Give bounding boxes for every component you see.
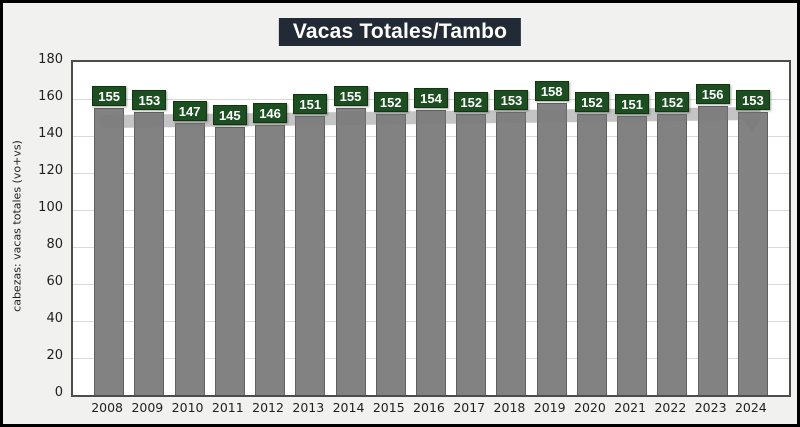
bar (134, 112, 165, 395)
x-tick-label: 2023 (694, 400, 727, 415)
bar-value-label: 152 (655, 92, 690, 112)
bar (617, 116, 648, 395)
x-tick-label: 2022 (654, 400, 687, 415)
bar (174, 123, 205, 395)
plot-area: 155 153 147 145 146 151 155 152 154 152 153 158 152 1… (71, 60, 791, 397)
bar-value-label: 147 (172, 101, 207, 121)
bar (456, 114, 487, 395)
bar-value-label: 152 (574, 92, 609, 112)
bar-value-label: 151 (615, 94, 650, 114)
x-tick-label: 2024 (734, 400, 767, 415)
y-tick-label: 160 (38, 89, 63, 104)
bar-value-label: 158 (534, 81, 569, 101)
bar-value-label: 152 (454, 92, 489, 112)
bar-column-2020: 152 (572, 62, 612, 395)
bar (214, 127, 245, 395)
y-tick-label: 0 (54, 385, 63, 400)
bar (94, 108, 125, 395)
bar-column-2015: 152 (371, 62, 411, 395)
x-tick-label: 2013 (292, 400, 325, 415)
trend-band-tail-icon (743, 118, 761, 132)
y-tick-label: 100 (38, 200, 63, 215)
y-axis-title: cabezas: vacas totales (vo+vs) (10, 140, 24, 312)
x-tick-label: 2016 (413, 400, 445, 415)
x-tick-label: 2018 (493, 400, 526, 415)
bar-column-2023: 156 (693, 62, 733, 395)
bar (697, 106, 728, 395)
bar-column-2017: 152 (451, 62, 491, 395)
bar (576, 114, 607, 395)
bar-column-2024: 153 (733, 62, 773, 395)
y-tick-label: 20 (46, 348, 63, 363)
bar-column-2021: 151 (612, 62, 652, 395)
x-tick-label: 2021 (614, 400, 647, 415)
bar-value-label: 156 (695, 84, 730, 104)
x-tick-label: 2017 (453, 400, 486, 415)
chart-title: Vacas Totales/Tambo (278, 18, 522, 46)
bar-value-label: 153 (132, 90, 167, 110)
bar (255, 125, 286, 395)
x-tick-label: 2009 (131, 400, 164, 415)
bar-column-2010: 147 (169, 62, 209, 395)
bar-value-label: 155 (92, 86, 127, 106)
bar-value-label: 153 (494, 90, 529, 110)
bar (737, 112, 768, 395)
y-tick-label: 80 (46, 237, 63, 252)
bar (295, 116, 326, 395)
y-tick-label: 120 (38, 163, 63, 178)
y-axis-tick-labels: 180 160 140 120 100 80 60 40 20 0 (3, 3, 63, 424)
bar (335, 108, 366, 395)
x-tick-label: 2010 (171, 400, 204, 415)
x-tick-label: 2014 (332, 400, 365, 415)
bar (496, 112, 527, 395)
bar-value-label: 152 (373, 92, 408, 112)
bar-column-2008: 155 (89, 62, 129, 395)
y-tick-label: 60 (46, 274, 63, 289)
bar (375, 114, 406, 395)
bar-value-label: 146 (253, 103, 288, 123)
x-axis-tick-labels: 2008 2009 2010 2011 2012 2013 2014 2015 2016 2017… (71, 398, 787, 418)
bar-column-2011: 145 (210, 62, 250, 395)
bar-value-label: 151 (293, 94, 328, 114)
bar (657, 114, 688, 395)
x-tick-label: 2012 (252, 400, 284, 415)
x-tick-label: 2008 (91, 400, 124, 415)
bars-row: 155 153 147 145 146 151 155 152 154 152 153 158 152 1… (73, 62, 789, 395)
x-tick-label: 2019 (533, 400, 566, 415)
bar-column-2013: 151 (290, 62, 330, 395)
x-tick-label: 2015 (372, 400, 405, 415)
y-tick-label: 140 (38, 126, 63, 141)
bar-column-2022: 152 (652, 62, 692, 395)
bar-column-2014: 155 (330, 62, 370, 395)
y-tick-label: 40 (46, 311, 63, 326)
x-tick-label: 2011 (211, 400, 244, 415)
bar-column-2009: 153 (129, 62, 169, 395)
bar-value-label: 154 (413, 88, 448, 108)
y-tick-label: 180 (38, 52, 63, 67)
bar-value-label: 145 (212, 105, 247, 125)
bar-value-label: 155 (333, 86, 368, 106)
bar-column-2018: 153 (491, 62, 531, 395)
bar-column-2012: 146 (250, 62, 290, 395)
bar-column-2019: 158 (532, 62, 572, 395)
bar-value-label: 153 (735, 90, 770, 110)
x-tick-label: 2020 (574, 400, 606, 415)
bar-column-2016: 154 (411, 62, 451, 395)
bar (415, 110, 446, 395)
bar (536, 103, 567, 395)
